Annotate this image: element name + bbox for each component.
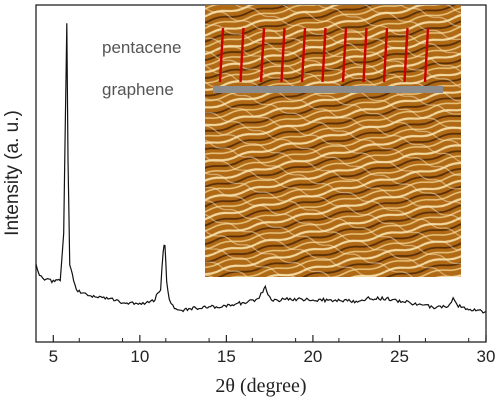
pentacene-molecule — [362, 27, 368, 83]
pentacene-molecule — [259, 27, 266, 83]
x-tick-label: 30 — [477, 347, 496, 366]
inset-label-graphene: graphene — [102, 80, 174, 99]
pentacene-molecule — [423, 27, 430, 83]
pentacene-molecule — [239, 27, 245, 83]
pentacene-molecule — [403, 27, 409, 83]
x-tick-label: 5 — [49, 347, 58, 366]
x-tick-label: 15 — [217, 347, 236, 366]
graphene-bar — [213, 86, 443, 93]
x-axis-title: 2θ (degree) — [215, 375, 306, 397]
x-axis-ticks: 5 10 15 20 25 30 — [35, 335, 496, 366]
pentacene-molecule — [218, 27, 225, 83]
afm-image-texture — [205, 5, 461, 277]
pentacene-molecule — [280, 27, 286, 83]
pentacene-molecule — [321, 27, 327, 83]
x-tick-label: 20 — [303, 347, 322, 366]
y-axis-title: Intensity (a. u.) — [2, 110, 23, 236]
series-line — [35, 23, 487, 314]
pentacene-molecule — [382, 27, 389, 83]
afm-inset — [205, 5, 461, 277]
x-tick-label: 25 — [390, 347, 409, 366]
data-layer — [35, 23, 487, 314]
pentacene-molecule — [341, 27, 348, 83]
pentacene-molecules — [218, 27, 430, 83]
inset-label-pentacene: pentacene — [102, 38, 181, 57]
pentacene-molecule — [300, 27, 307, 83]
x-tick-label: 10 — [130, 347, 149, 366]
